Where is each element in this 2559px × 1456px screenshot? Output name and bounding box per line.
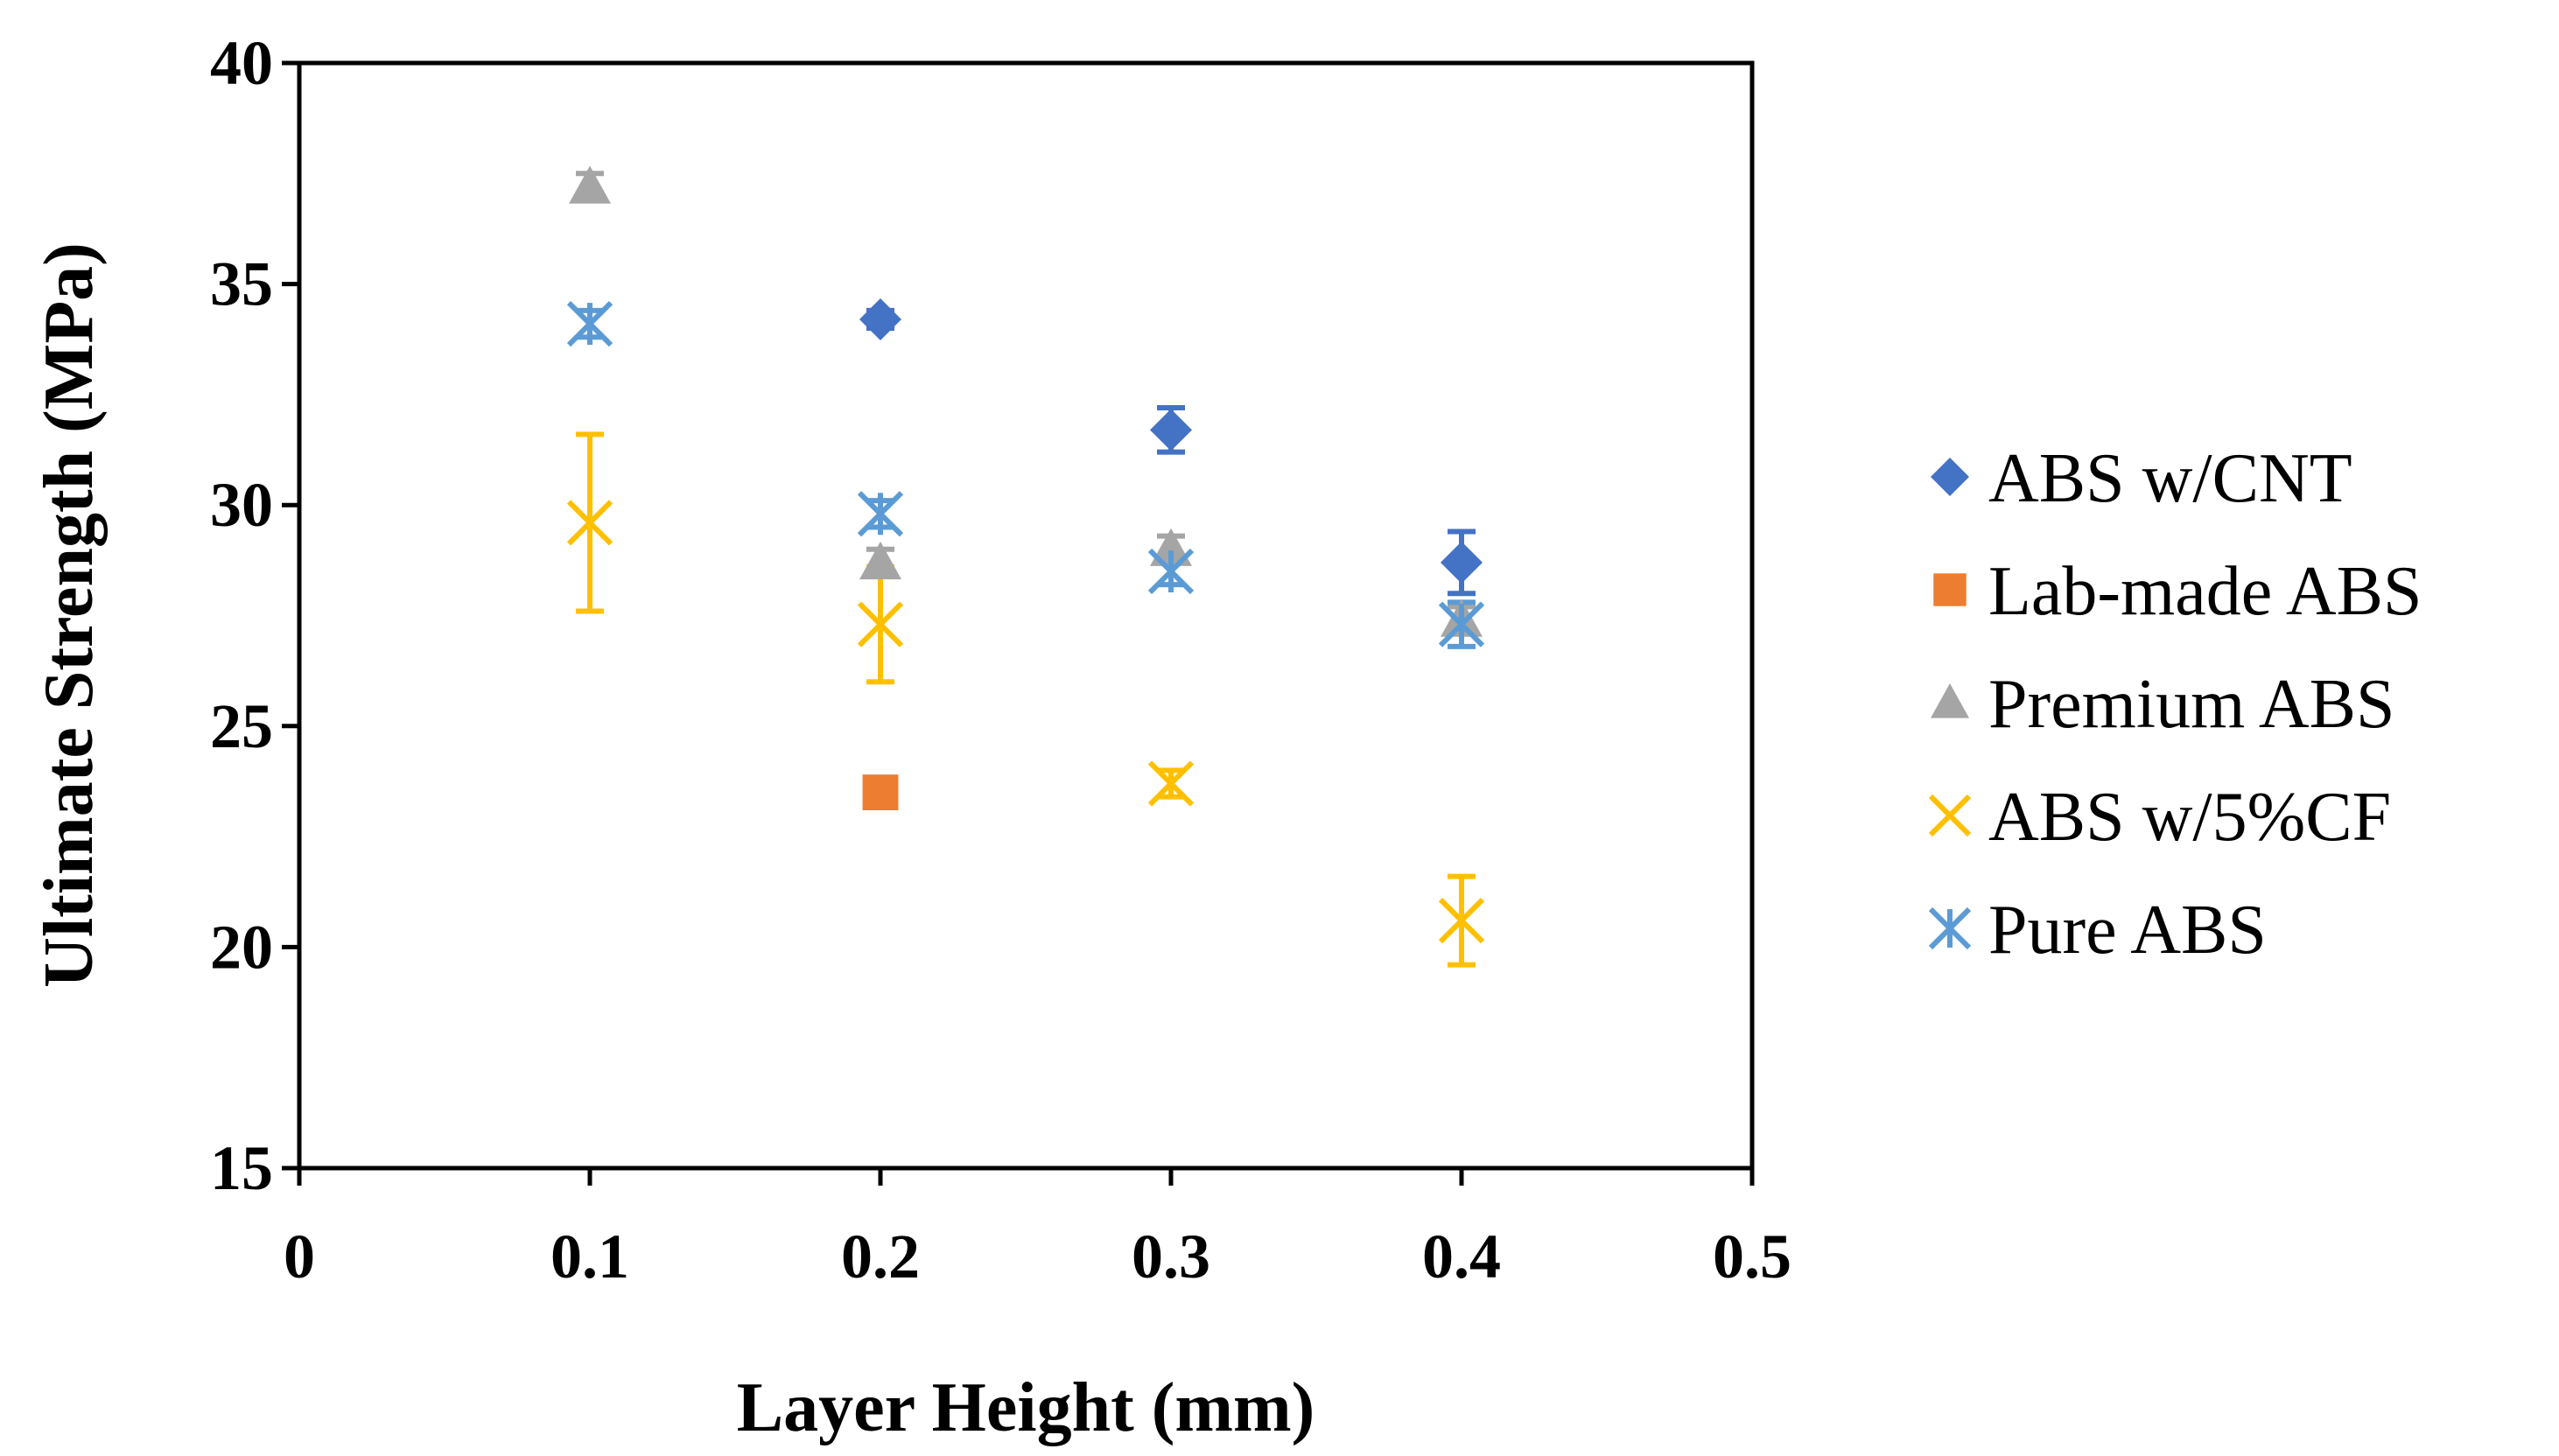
x-tick-label: 0	[284, 1222, 315, 1292]
data-point	[1147, 548, 1195, 595]
legend-item: Pure ABS	[1928, 892, 2267, 969]
data-point	[862, 774, 899, 810]
data-point	[859, 298, 901, 341]
error-bars	[576, 171, 1476, 968]
legend-marker	[1933, 573, 1967, 606]
legend-marker	[1928, 906, 1972, 950]
x-tick-label: 0.5	[1713, 1222, 1791, 1292]
legend-label: Premium ABS	[1988, 666, 2395, 743]
y-tick-label: 40	[210, 28, 273, 98]
y-tick-label: 15	[210, 1133, 273, 1203]
data-markers	[566, 165, 1485, 944]
plot-area	[297, 60, 1755, 1171]
y-axis: 15 20 25 30 35 40	[210, 28, 299, 1203]
legend-item: ABS w/CNT	[1931, 440, 2352, 517]
data-point	[1438, 601, 1485, 648]
x-axis-title: Layer Height (mm)	[737, 1369, 1315, 1446]
x-tick-label: 0.4	[1422, 1222, 1501, 1292]
legend-label: Pure ABS	[1988, 892, 2267, 969]
legend: ABS w/CNT Lab-made ABS Premium ABS ABS w/5%…	[1928, 440, 2422, 969]
data-point	[857, 491, 904, 537]
data-point	[1150, 409, 1192, 452]
legend-marker	[1928, 794, 1972, 837]
data-point	[566, 500, 613, 546]
legend-item: Premium ABS	[1931, 666, 2395, 743]
legend-item: Lab-made ABS	[1933, 553, 2422, 630]
data-point	[566, 300, 613, 347]
y-tick-label: 25	[210, 691, 273, 761]
y-tick-label: 35	[210, 249, 273, 319]
y-axis-title: Ultimate Strength (MPa)	[31, 242, 108, 988]
x-axis: 0 0.1 0.2 0.3 0.4 0.5	[284, 1168, 1791, 1292]
data-point	[1441, 541, 1483, 584]
legend-marker	[1931, 683, 1969, 718]
x-tick-label: 0.1	[550, 1222, 629, 1292]
legend-marker	[1931, 458, 1969, 496]
legend-label: ABS w/CNT	[1988, 440, 2352, 517]
data-point	[1438, 897, 1485, 944]
x-tick-label: 0.2	[841, 1222, 920, 1292]
y-tick-label: 20	[210, 912, 273, 982]
legend-item: ABS w/5%CF	[1928, 779, 2391, 856]
data-point	[1150, 528, 1192, 566]
data-point	[1147, 760, 1195, 807]
data-point	[569, 165, 611, 204]
y-tick-label: 30	[210, 470, 273, 540]
legend-label: Lab-made ABS	[1988, 553, 2422, 630]
x-tick-label: 0.3	[1132, 1222, 1210, 1292]
data-point	[857, 601, 904, 648]
data-point	[859, 541, 901, 580]
legend-label: ABS w/5%CF	[1988, 779, 2391, 856]
